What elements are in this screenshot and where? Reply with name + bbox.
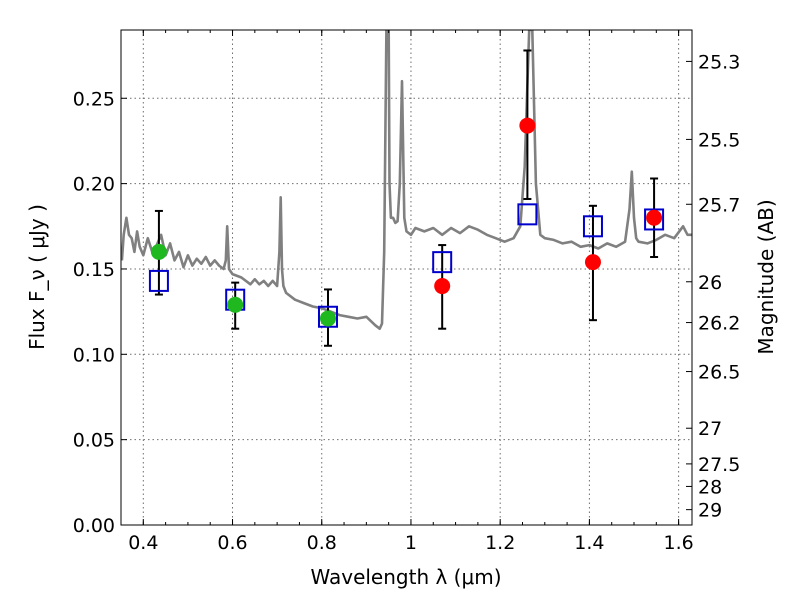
x-tick-label: 1.6 [664,532,694,554]
observed-flux-point-red [584,254,601,271]
grid-lines [121,30,692,526]
observed-flux-point-red [646,209,663,226]
magnitude-tick-label: 25.7 [698,194,740,216]
y-axis-title-left: Flux F_ν ( μJy ) [25,204,49,350]
magnitude-tick-label: 27.5 [698,454,740,476]
observed-flux-point-green [319,310,336,327]
model-flux-box [432,251,453,274]
magnitude-tick-label: 25.5 [698,129,740,151]
x-tick-label: 1 [405,532,417,554]
template-spectrum [121,30,692,330]
y-tick-label: 0.10 [73,344,115,366]
y-tick-label: 0.05 [73,430,115,452]
magnitude-tick-label: 29 [698,500,722,522]
x-tick-label: 0.8 [307,532,337,554]
y-tick-label: 0.15 [73,259,115,281]
model-flux-box [148,269,169,292]
y-tick-label: 0.25 [73,88,115,110]
x-tick-label: 0.6 [217,532,247,554]
observed-flux-point-green [150,243,167,260]
axis-ticks: 0.4 0.6 0.8 1 1.2 1.4 1.6 0.00 0.05 0.10 0.15 0.20 0… [73,30,740,554]
x-tick-label: 0.4 [128,532,158,554]
magnitude-tick-label: 27 [698,418,722,440]
x-axis-title: Wavelength λ (μm) [310,565,501,589]
model-flux-box [582,215,603,238]
magnitude-tick-label: 28 [698,476,722,498]
observed-flux-point-red [519,117,536,134]
observed-flux-points [150,117,663,327]
x-tick-label: 1.4 [574,532,604,554]
model-flux-box [317,305,338,328]
plot-frame [120,29,693,526]
y-tick-label: 0.00 [73,515,115,537]
magnitude-tick-label: 26 [698,272,722,294]
y-tick-label: 0.20 [73,174,115,196]
x-tick-label: 1.2 [485,532,515,554]
magnitude-tick-label: 26.2 [698,313,740,335]
model-flux-box [644,208,665,231]
observed-flux-point-green [227,296,244,313]
template-spectrum-line [121,30,692,330]
y-axis-title-right: Magnitude (AB) [754,199,778,354]
observed-flux-point-red [434,278,451,295]
model-flux-box [517,203,538,226]
magnitude-tick-label: 26.5 [698,362,740,384]
magnitude-tick-label: 25.3 [698,51,740,73]
